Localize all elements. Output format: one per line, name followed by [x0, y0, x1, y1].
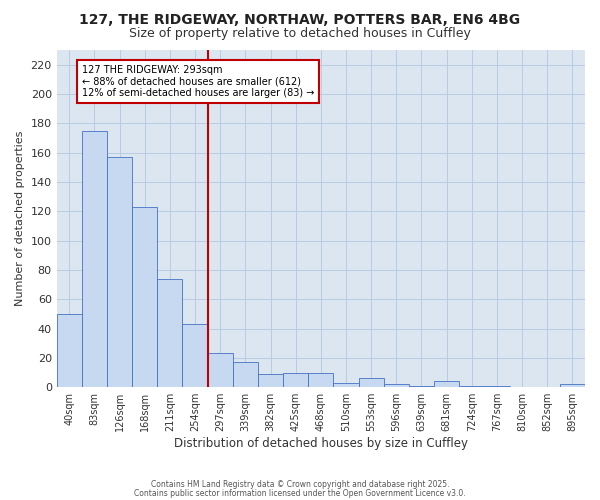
Bar — [434, 382, 459, 387]
Bar — [459, 386, 484, 387]
Text: Contains public sector information licensed under the Open Government Licence v3: Contains public sector information licen… — [134, 488, 466, 498]
Bar — [132, 207, 157, 387]
Bar — [359, 378, 384, 387]
Text: 127 THE RIDGEWAY: 293sqm
← 88% of detached houses are smaller (612)
12% of semi-: 127 THE RIDGEWAY: 293sqm ← 88% of detach… — [82, 64, 314, 98]
Bar — [82, 130, 107, 387]
Bar — [258, 374, 283, 387]
Y-axis label: Number of detached properties: Number of detached properties — [15, 131, 25, 306]
Bar — [233, 362, 258, 387]
Bar — [409, 386, 434, 387]
Text: Contains HM Land Registry data © Crown copyright and database right 2025.: Contains HM Land Registry data © Crown c… — [151, 480, 449, 489]
Bar — [334, 383, 359, 387]
Bar — [107, 157, 132, 387]
Bar — [208, 354, 233, 387]
X-axis label: Distribution of detached houses by size in Cuffley: Distribution of detached houses by size … — [174, 437, 468, 450]
Bar — [560, 384, 585, 387]
Bar — [384, 384, 409, 387]
Bar — [283, 372, 308, 387]
Text: 127, THE RIDGEWAY, NORTHAW, POTTERS BAR, EN6 4BG: 127, THE RIDGEWAY, NORTHAW, POTTERS BAR,… — [79, 12, 521, 26]
Bar — [308, 372, 334, 387]
Text: Size of property relative to detached houses in Cuffley: Size of property relative to detached ho… — [129, 28, 471, 40]
Bar — [157, 278, 182, 387]
Bar — [56, 314, 82, 387]
Bar — [182, 324, 208, 387]
Bar — [484, 386, 509, 387]
